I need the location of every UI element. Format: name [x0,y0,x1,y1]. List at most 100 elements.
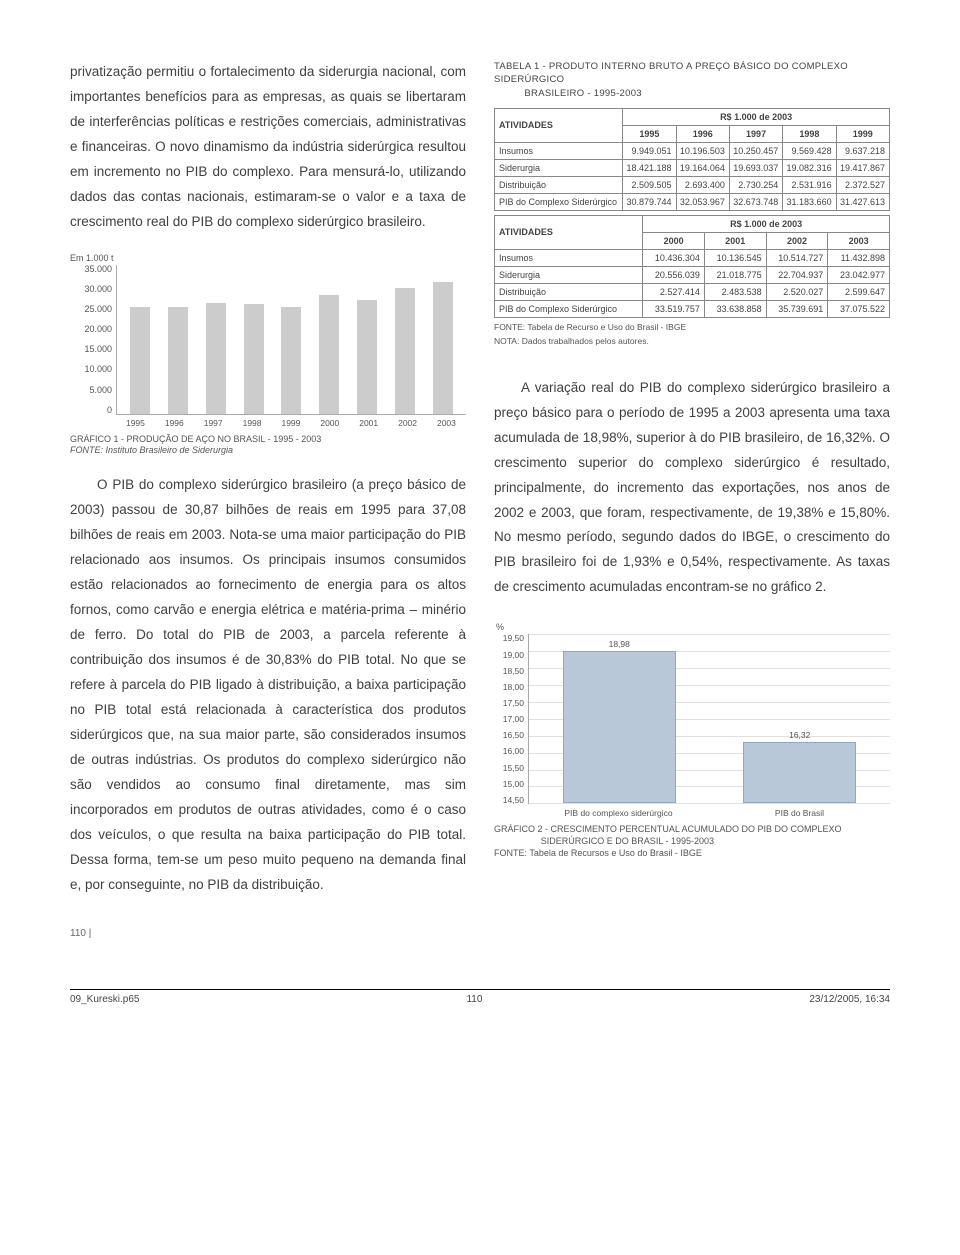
table1a-cell: 9.569.428 [783,142,836,159]
chart1-bar [168,307,188,414]
chart2-ytick: 18,00 [503,683,524,692]
table1a-cell: 9.637.218 [836,142,889,159]
table1b-cell: 11.432.898 [828,249,890,266]
table1b-cell: 35.739.691 [766,300,828,317]
table1b-cell: 33.519.757 [643,300,705,317]
chart1-xtick: 2002 [398,418,418,428]
table-row: Distribuição2.527.4142.483.5382.520.0272… [495,283,890,300]
chart2-ytick: 17,50 [503,699,524,708]
table1a-cell: 19.417.867 [836,159,889,176]
chart2-xaxis: PIB do complexo siderúrgicoPIB do Brasil [494,808,890,818]
page-number: 110 | [70,928,890,939]
table1b-cell: 2.599.647 [828,283,890,300]
table1a-group-header: R$ 1.000 de 2003 [623,108,890,125]
footer-left: 09_Kureski.p65 [70,994,140,1005]
chart-1: Em 1.000 t 35.00030.00025.00020.00015.00… [70,253,466,457]
table1a-cell: 2.730.254 [729,176,782,193]
table1-title-line2: BRASILEIRO - 1995-2003 [494,87,890,100]
chart1-xtick: 2001 [359,418,379,428]
chart1-bar [206,303,226,414]
chart2-caption: GRÁFICO 2 - CRESCIMENTO PERCENTUAL ACUMU… [494,824,890,859]
table-row: PIB do Complexo Siderúrgico30.879.74432.… [495,193,890,210]
chart1-xtick: 2000 [320,418,340,428]
chart2-bar [743,742,856,804]
chart2-bar [563,651,676,803]
table1b-cell: 10.136.545 [704,249,766,266]
table1a-year-header: 1998 [783,125,836,142]
chart1-bar [357,300,377,414]
table1a-cell: 9.949.051 [623,142,676,159]
table1a-year-header: 1997 [729,125,782,142]
table1a-cell: 2.509.505 [623,176,676,193]
table1-part-a: ATIVIDADES R$ 1.000 de 2003 199519961997… [494,108,890,211]
chart2-bar-group: 18,98 [547,639,691,803]
paragraph-2: O PIB do complexo siderúrgico brasileiro… [70,473,466,897]
table1a-year-header: 1995 [623,125,676,142]
table1a-cell: 32.053.967 [676,193,729,210]
chart1-ytick: 10.000 [84,365,112,374]
chart1-xtick: 1998 [242,418,262,428]
table1b-row-label: Distribuição [495,283,643,300]
chart1-bar [281,307,301,413]
footer: 09_Kureski.p65 110 23/12/2005, 16:34 [70,989,890,1005]
table-row: Insumos9.949.05110.196.50310.250.4579.56… [495,142,890,159]
chart2-ytick: 14,50 [503,796,524,805]
chart1-bar [395,288,415,414]
table1b-cell: 23.042.977 [828,266,890,283]
left-column: privatização permitiu o fortalecimento d… [70,60,466,898]
table1b-year-header: 2002 [766,232,828,249]
page-content: privatização permitiu o fortalecimento d… [70,60,890,898]
chart1-body: 35.00030.00025.00020.00015.00010.0005.00… [70,265,466,415]
chart2-plot: 18,98 16,32 [528,634,890,804]
chart1-ylabel: Em 1.000 t [70,253,466,263]
chart1-yaxis: 35.00030.00025.00020.00015.00010.0005.00… [70,265,116,415]
table1a-row-label: Siderurgia [495,159,623,176]
chart2-ytick: 15,50 [503,764,524,773]
table1b-cell: 21.018.775 [704,266,766,283]
chart2-caption-line1: GRÁFICO 2 - CRESCIMENTO PERCENTUAL ACUMU… [494,824,890,836]
chart2-caption-line1b: SIDERÚRGICO E DO BRASIL - 1995-2003 [494,836,890,848]
table1a-activities-header: ATIVIDADES [495,108,623,142]
table1b-cell: 2.483.538 [704,283,766,300]
table1a-cell: 31.183.660 [783,193,836,210]
table1a-row-label: Distribuição [495,176,623,193]
table1-footer2: NOTA: Dados trabalhados pelos autores. [494,336,890,348]
chart1-bar [319,295,339,413]
chart1-caption-line2: FONTE: Instituto Brasileiro de Siderurgi… [70,445,466,457]
chart2-body: 19,5019,0018,5018,0017,5017,0016,5016,00… [494,634,890,804]
chart2-ytick: 16,50 [503,731,524,740]
table1-title-line1: TABELA 1 - PRODUTO INTERNO BRUTO A PREÇO… [494,60,890,87]
table1a-cell: 31.427.613 [836,193,889,210]
chart2-ytick: 16,00 [503,747,524,756]
chart1-ytick: 20.000 [84,325,112,334]
chart1-ytick: 5.000 [89,386,112,395]
table1a-cell: 2.372.527 [836,176,889,193]
table-row: Siderurgia18.421.18819.164.06419.693.037… [495,159,890,176]
chart1-bar [433,282,453,414]
table1b-cell: 22.704.937 [766,266,828,283]
table1a-cell: 19.693.037 [729,159,782,176]
chart1-xtick: 1995 [125,418,145,428]
table1b-row-label: PIB do Complexo Siderúrgico [495,300,643,317]
table1b-cell: 10.436.304 [643,249,705,266]
chart2-bar-label: 18,98 [609,639,630,649]
table1b-year-header: 2000 [643,232,705,249]
chart1-xtick: 2003 [436,418,456,428]
table1a-cell: 32.673.748 [729,193,782,210]
chart2-bar-label: 16,32 [789,730,810,740]
table-row: Siderurgia20.556.03921.018.77522.704.937… [495,266,890,283]
table1a-year-header: 1996 [676,125,729,142]
footer-right: 23/12/2005, 16:34 [809,994,890,1005]
table1b-activities-header: ATIVIDADES [495,215,643,249]
table1b-row-label: Siderurgia [495,266,643,283]
chart2-bar-group: 16,32 [728,730,872,804]
chart1-xtick: 1999 [281,418,301,428]
chart1-ytick: 25.000 [84,305,112,314]
chart2-ytick: 18,50 [503,667,524,676]
table1b-cell: 2.520.027 [766,283,828,300]
table1a-cell: 19.082.316 [783,159,836,176]
table1a-cell: 2.693.400 [676,176,729,193]
chart1-xtick: 1996 [164,418,184,428]
table1b-year-header: 2003 [828,232,890,249]
table1-footer1: FONTE: Tabela de Recurso e Uso do Brasil… [494,322,890,334]
